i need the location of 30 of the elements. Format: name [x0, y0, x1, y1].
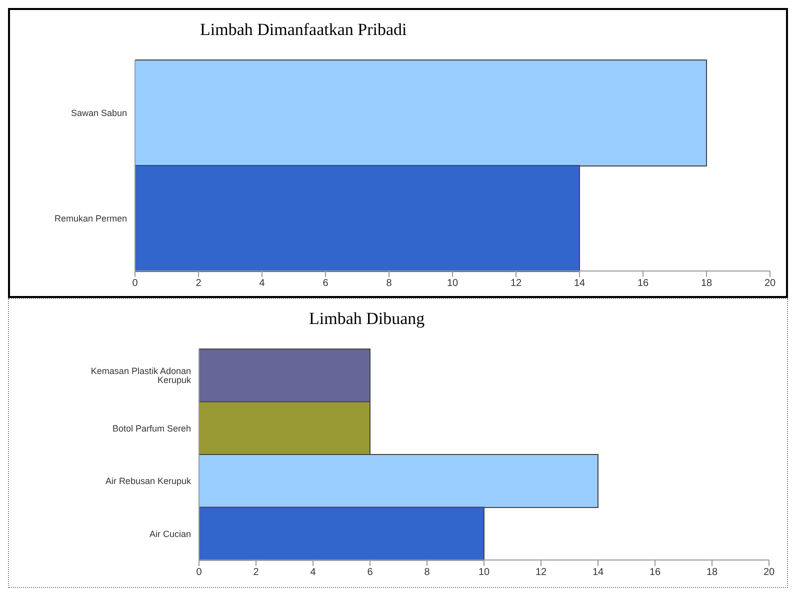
x-tick-label: 8	[424, 567, 430, 578]
x-tick-label: 12	[510, 278, 522, 290]
x-tick-label: 6	[322, 278, 329, 290]
x-tick-label: 18	[700, 278, 712, 290]
x-tick-label: 2	[253, 567, 260, 578]
x-tick-label: 10	[446, 278, 458, 290]
x-tick-label: 10	[478, 567, 490, 578]
x-tick-label: 16	[649, 567, 661, 578]
x-tick-label: 12	[535, 567, 547, 578]
y-tick-label: Air Rebusan Kerupuk	[105, 476, 192, 486]
x-tick-label: 20	[764, 278, 776, 290]
y-tick-label: Air Cucian	[149, 528, 191, 539]
x-tick-label: 18	[706, 567, 718, 578]
x-tick-label: 14	[574, 278, 586, 290]
x-tick-label: 8	[386, 278, 392, 290]
x-tick-label: 4	[310, 567, 316, 578]
x-tick-label: 4	[259, 278, 266, 290]
y-tick-label: Sawan Sabun	[70, 108, 127, 118]
x-tick-label: 2	[196, 278, 202, 290]
y-tick-label: Botol Parfum Sereh	[112, 423, 191, 434]
x-tick-label: 14	[592, 567, 604, 578]
y-tick-label: Kemasan Plastik Adonan Kerupuk	[90, 366, 192, 386]
y-tick-label: Remukan Permen	[54, 213, 127, 224]
x-tick-label: 16	[637, 278, 649, 290]
x-tick-label: 20	[763, 567, 775, 578]
x-tick-label: 0	[132, 278, 138, 290]
chart-title: Limbah Dimanfaatkan Pribadi	[199, 19, 408, 41]
x-tick-label: 6	[367, 567, 374, 578]
x-tick-label: 0	[196, 567, 202, 578]
chart-title: Limbah Dibuang	[308, 308, 426, 330]
